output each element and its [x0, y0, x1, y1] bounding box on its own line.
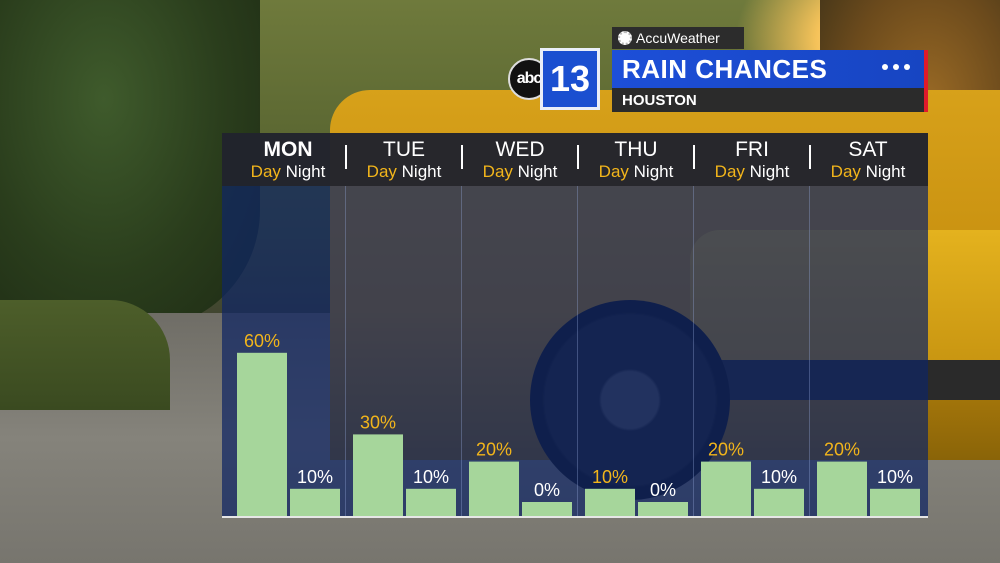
header-separator — [809, 145, 811, 169]
day-night-labels: Day Night — [578, 162, 694, 182]
day-label: Day — [250, 162, 281, 181]
day-night-labels: Day Night — [346, 162, 462, 182]
day-night-labels: Day Night — [810, 162, 926, 182]
provider-name: AccuWeather — [636, 30, 720, 46]
bar-chart-svg: 60% 10% 30% 10% 20% 0% 10% 0% 20% 10% 20% 10% — [237, 331, 920, 516]
value-label-fri-day: 20% — [708, 440, 744, 460]
day-night-labels: Day Night — [230, 162, 346, 182]
header-separator — [577, 145, 579, 169]
channel-number: 13 — [540, 48, 600, 110]
night-label: Night — [749, 162, 790, 181]
day-name: THU — [614, 138, 658, 161]
value-label-wed-day: 20% — [476, 440, 512, 460]
value-label-sat-day: 20% — [824, 440, 860, 460]
graphic-title: RAIN CHANCES — [622, 53, 828, 84]
day-header-tue: TUE Day Night — [346, 133, 462, 186]
day-label: Day — [714, 162, 745, 181]
bar-mon-day — [237, 352, 287, 516]
title-bar: RAIN CHANCES — [612, 50, 928, 88]
day-label: Day — [830, 162, 861, 181]
day-header-mon: MON Day Night — [230, 133, 346, 186]
value-label-wed-night: 0% — [534, 480, 560, 500]
grass — [0, 300, 170, 410]
day-name: SAT — [848, 138, 888, 161]
night-label: Night — [517, 162, 558, 181]
day-night-labels: Day Night — [694, 162, 810, 182]
value-label-tue-night: 10% — [413, 467, 449, 487]
chart-baseline — [222, 516, 928, 518]
day-header-thu: THU Day Night — [578, 133, 694, 186]
value-label-sat-night: 10% — [877, 467, 913, 487]
bar-thu-night — [638, 502, 688, 516]
header-separator — [461, 145, 463, 169]
rain-chance-chart: MON Day Night TUE Day Night WED Day Night THU D… — [222, 133, 928, 518]
value-label-mon-night: 10% — [297, 467, 333, 487]
day-name: MON — [263, 138, 313, 161]
day-name: TUE — [383, 138, 425, 161]
trees-left — [0, 0, 260, 330]
more-dots-icon — [882, 64, 910, 70]
day-label: Day — [482, 162, 513, 181]
day-header-wed: WED Day Night — [462, 133, 578, 186]
location-label: HOUSTON — [622, 91, 697, 109]
day-header-sat: SAT Day Night — [810, 133, 926, 186]
station-logo: abc 13 — [508, 48, 600, 110]
bar-wed-night — [522, 502, 572, 516]
day-name: FRI — [735, 138, 769, 161]
bar-fri-night — [754, 488, 804, 516]
value-label-tue-day: 30% — [360, 412, 396, 432]
night-label: Night — [865, 162, 906, 181]
day-label: Day — [598, 162, 629, 181]
day-name: WED — [495, 138, 545, 161]
bar-tue-day — [353, 434, 403, 516]
column-divider — [577, 186, 578, 518]
column-divider — [693, 186, 694, 518]
bar-wed-day — [469, 461, 519, 516]
bar-thu-day — [585, 488, 635, 516]
provider-badge: AccuWeather — [612, 27, 744, 49]
column-divider — [809, 186, 810, 518]
night-label: Night — [285, 162, 326, 181]
header-separator — [693, 145, 695, 169]
bar-fri-day — [701, 461, 751, 516]
bar-mon-night — [290, 488, 340, 516]
day-label: Day — [366, 162, 397, 181]
sun-icon — [618, 31, 632, 45]
column-divider — [345, 186, 346, 518]
bar-sat-day — [817, 461, 867, 516]
header-separator — [345, 145, 347, 169]
value-label-mon-day: 60% — [244, 331, 280, 351]
value-label-thu-night: 0% — [650, 480, 676, 500]
day-night-labels: Day Night — [462, 162, 578, 182]
bar-tue-night — [406, 488, 456, 516]
column-divider — [461, 186, 462, 518]
value-label-thu-day: 10% — [592, 467, 628, 487]
night-label: Night — [633, 162, 674, 181]
location-bar: HOUSTON — [612, 88, 928, 112]
bar-sat-night — [870, 488, 920, 516]
value-label-fri-night: 10% — [761, 467, 797, 487]
night-label: Night — [401, 162, 442, 181]
day-header-fri: FRI Day Night — [694, 133, 810, 186]
